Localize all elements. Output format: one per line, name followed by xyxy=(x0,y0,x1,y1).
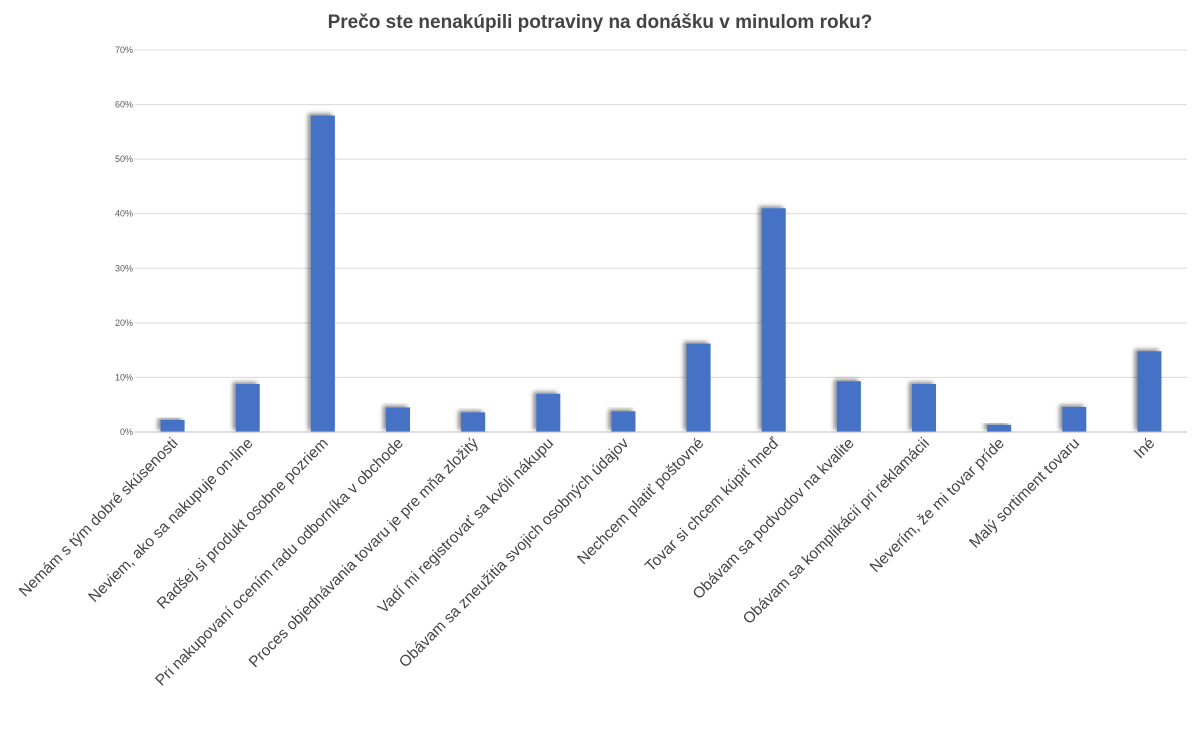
y-tick-label: 40% xyxy=(115,209,133,219)
y-tick-label: 10% xyxy=(115,372,133,382)
bar xyxy=(310,115,335,432)
bar xyxy=(235,383,260,432)
y-tick-label: 20% xyxy=(115,318,133,328)
x-category-label: Pri nakupovaní ocením radu odborníka v o… xyxy=(152,435,407,690)
bar xyxy=(160,419,185,432)
bar xyxy=(686,343,711,432)
y-tick-label: 30% xyxy=(115,263,133,273)
x-category-label: Neviem, ako sa nakupuje on-line xyxy=(86,435,257,606)
bar xyxy=(386,407,410,432)
chart-title: Prečo ste nenakúpili potraviny na donášk… xyxy=(327,12,873,33)
x-category-label: Obávam sa podvodov na kvalite xyxy=(690,435,858,603)
bar xyxy=(536,393,561,432)
bar xyxy=(1137,351,1162,432)
bar xyxy=(987,424,1012,432)
bar xyxy=(912,383,936,432)
x-category-label: Tovar si chcem kúpiť hneď xyxy=(642,434,783,575)
y-tick-label: 60% xyxy=(115,100,133,110)
y-tick-label: 0% xyxy=(120,427,133,437)
y-tick-label: 70% xyxy=(115,45,133,55)
bars xyxy=(160,115,1162,432)
x-category-label: Iné xyxy=(1131,435,1158,462)
gridlines: 0% 10% 20% 30% 40% 50% 60% 70% xyxy=(115,45,1187,437)
bar xyxy=(836,381,861,432)
bar xyxy=(461,412,486,432)
x-category-label: Nechcem platiť poštovné xyxy=(574,435,707,568)
bar xyxy=(611,411,636,432)
x-category-label: Nemám s tým dobré skúsenosti xyxy=(16,435,182,601)
bar xyxy=(761,208,786,432)
y-tick-label: 50% xyxy=(115,154,133,164)
bar xyxy=(1062,406,1087,432)
x-category-label: Neverím, že mi tovar príde xyxy=(867,435,1008,576)
